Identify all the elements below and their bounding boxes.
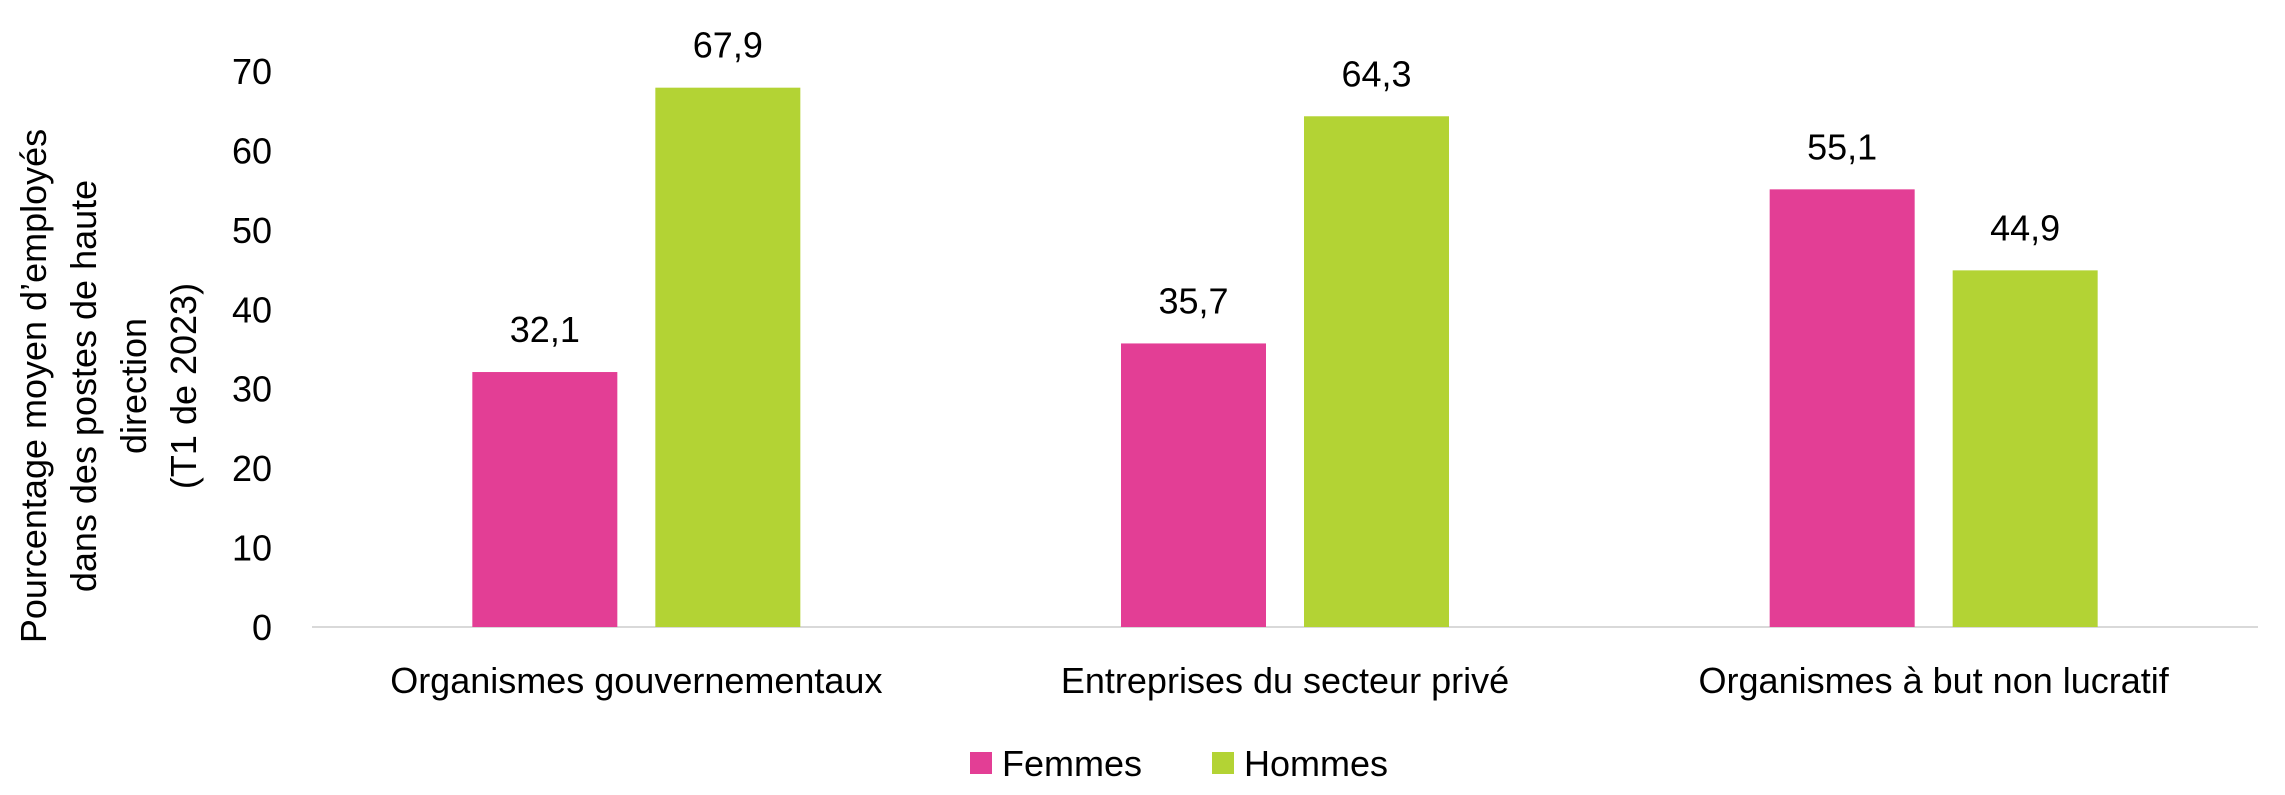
y-tick-label: 30 bbox=[232, 369, 272, 410]
y-tick-label: 70 bbox=[232, 51, 272, 92]
y-tick-label: 20 bbox=[232, 448, 272, 489]
data-label: 35,7 bbox=[1158, 280, 1228, 321]
bars bbox=[472, 87, 2098, 628]
bar-femmes-2 bbox=[1121, 343, 1266, 627]
legend: Femmes Hommes bbox=[970, 743, 1388, 784]
legend-label-femmes: Femmes bbox=[1002, 743, 1142, 784]
category-label: Entreprises du secteur privé bbox=[1061, 660, 1509, 701]
y-tick-label: 60 bbox=[232, 130, 272, 171]
legend-swatch-hommes bbox=[1212, 752, 1234, 774]
y-tick-label: 0 bbox=[252, 607, 272, 648]
category-labels: Organismes gouvernementaux Entreprises du… bbox=[390, 660, 2170, 701]
bar-hommes-1 bbox=[655, 87, 801, 628]
data-labels: 32,1 67,9 35,7 64,3 55,1 44,9 bbox=[510, 25, 2060, 350]
y-axis-title-line: Pourcentage moyen d’employés bbox=[13, 129, 54, 643]
y-axis-title-line: (T1 de 2023) bbox=[163, 283, 204, 489]
data-label: 55,1 bbox=[1807, 126, 1877, 167]
y-tick-label: 10 bbox=[232, 528, 272, 569]
bar-hommes-3 bbox=[1952, 270, 2098, 627]
bar-hommes-2 bbox=[1304, 116, 1449, 627]
legend-swatch-femmes bbox=[970, 752, 992, 774]
category-label: Organismes gouvernementaux bbox=[390, 660, 882, 701]
y-axis-title-line: dans des postes de haute bbox=[63, 180, 104, 592]
y-axis-title-line: direction bbox=[113, 318, 154, 454]
data-label: 44,9 bbox=[1990, 207, 2060, 248]
y-axis-tick-labels: 0 10 20 30 40 50 60 70 bbox=[232, 51, 272, 648]
y-tick-label: 50 bbox=[232, 210, 272, 251]
data-label: 32,1 bbox=[510, 309, 580, 350]
data-label: 67,9 bbox=[693, 25, 763, 66]
legend-label-hommes: Hommes bbox=[1244, 743, 1388, 784]
category-label: Organismes à but non lucratif bbox=[1699, 660, 2170, 701]
y-axis-title: Pourcentage moyen d’employés dans des pos… bbox=[13, 129, 204, 643]
bar-femmes-3 bbox=[1769, 189, 1915, 627]
data-label: 64,3 bbox=[1341, 53, 1411, 94]
y-tick-label: 40 bbox=[232, 289, 272, 330]
bar-femmes-1 bbox=[472, 372, 618, 627]
